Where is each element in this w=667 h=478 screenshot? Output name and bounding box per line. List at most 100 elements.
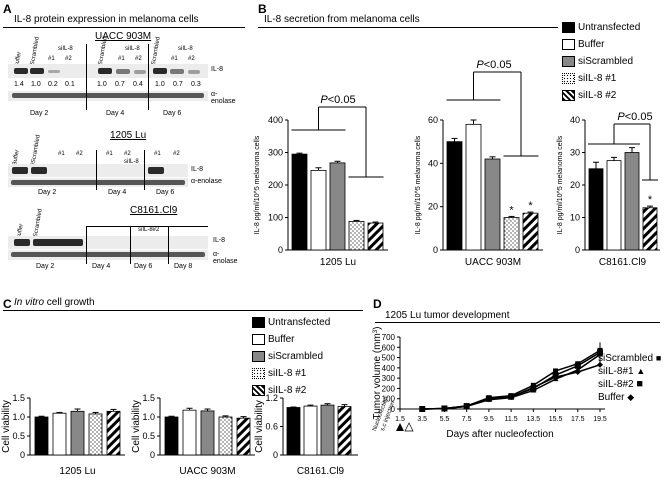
blot1-group-label-d4: siIL-8 <box>125 46 140 52</box>
significance-star: * <box>509 204 514 216</box>
y-tick-label: 100 <box>268 213 283 223</box>
panel-c-charts: 0 0.5 1.0 1.5 1205 Lu Cell viability 0 0.5 1.0 1.… <box>1 393 358 477</box>
blot1-n1-d6: #1 <box>171 56 178 62</box>
bar <box>164 416 179 456</box>
blot-c8161cl9: Buffer siScrambled siIL-8#2 IL-8 α-enola… <box>8 208 243 274</box>
blot1-n1-d4: #1 <box>118 56 125 62</box>
bar <box>329 162 346 251</box>
y-tick-label: 700 <box>382 333 396 342</box>
y-axis-label: IL-8 pg/ml/10^5 melanoma cells <box>415 135 422 234</box>
panel-label-a: A <box>3 2 12 16</box>
blot3-group-label: siIL-8#2 <box>138 227 160 233</box>
x-tick-label: 5.5 <box>440 416 450 423</box>
blot1-il8-label: IL-8 <box>211 66 224 73</box>
bar <box>337 406 352 456</box>
data-point <box>485 396 492 403</box>
diamond-marker-icon: ◆ <box>627 392 635 402</box>
square-marker-icon: ■ <box>655 353 662 363</box>
y-tick-label: 0.6 <box>265 422 278 432</box>
x-axis-label: UACC 903M <box>179 466 235 477</box>
bar <box>200 410 215 456</box>
y-tick-label: 40 <box>570 115 580 125</box>
injection-arrow-icon <box>404 422 414 432</box>
panel-d-rule <box>375 322 660 323</box>
blot3-separator <box>86 226 87 264</box>
panel-d-legend: siScrambled ■ siIL-8#1 ▲ siIL-8#2 ■ Buff… <box>598 352 661 404</box>
blot3-band <box>14 239 30 246</box>
blot1-separator <box>148 44 149 110</box>
legend-label: Untransfected <box>578 22 641 33</box>
y-tick-label: 0 <box>575 245 580 255</box>
legend-d-label: siIL-8#1 <box>598 366 634 377</box>
bar <box>522 212 539 251</box>
blot1-n2-d4: #2 <box>135 56 142 62</box>
quant-value: 0.1 <box>65 81 75 88</box>
blot1-separator <box>86 44 87 110</box>
legend-item: siIL-8 #2 <box>252 385 306 396</box>
legend-label: siIL-8 #1 <box>578 73 617 84</box>
y-axis-label: Cell viability <box>254 400 265 453</box>
significance-star: * <box>528 200 533 212</box>
x-tick-label: 11.5 <box>505 416 518 423</box>
legend-d-item: siIL-8#1 ▲ <box>598 365 661 378</box>
y-tick-label: 0 <box>20 450 25 460</box>
bar <box>218 416 233 456</box>
blot-1205lu: Buffer siScrambled #1 #2 #1 #2 siIL-8 #1… <box>8 134 238 198</box>
y-axis-label: Tumor volume (mm3) <box>372 327 383 420</box>
legend-label: siIL-8 #1 <box>268 368 307 379</box>
quant-value: 0.7 <box>115 81 125 88</box>
quant-value: 1.0 <box>155 81 165 88</box>
panel-c-title-italic: In vitro <box>14 297 45 308</box>
blot1-enolase-label: α-enolase <box>211 91 236 105</box>
legend-swatch <box>252 351 265 362</box>
series-line <box>422 351 601 410</box>
blot1-day2: Day 2 <box>30 110 49 117</box>
legend-d-label: siIL-8#2 <box>598 379 634 390</box>
y-tick-label: 400 <box>382 364 396 373</box>
y-tick-label: 30 <box>570 148 580 158</box>
blot2-n1-d4: #1 <box>106 151 113 157</box>
y-tick-label: 0 <box>150 450 155 460</box>
bar <box>642 207 658 251</box>
y-tick-label: 400 <box>268 115 283 125</box>
legend-label: Untransfected <box>268 317 331 328</box>
x-axis-label: UACC 903M <box>465 257 521 268</box>
legend-swatch <box>252 334 265 345</box>
panel-label-c: C <box>3 297 12 311</box>
x-tick-label: 1.5 <box>395 416 405 423</box>
legend-item: siIL-8 #1 <box>252 368 306 379</box>
blot2-n1-d6: #1 <box>154 151 161 157</box>
bar <box>465 123 482 251</box>
p-value-label: P<0.05 <box>476 60 511 71</box>
y-tick-label: 0.5 <box>142 431 155 441</box>
data-point <box>530 384 537 391</box>
y-tick-label: 60 <box>428 115 438 125</box>
legend-label: siIL-8 #2 <box>578 90 617 101</box>
y-tick-label: 200 <box>268 180 283 190</box>
quant-value: 0.3 <box>191 81 201 88</box>
bar <box>52 412 67 456</box>
series-line <box>422 353 601 410</box>
significance-star: * <box>648 194 653 206</box>
x-tick-label: 17.5 <box>571 416 585 423</box>
y-tick-label: 0 <box>278 245 283 255</box>
bar <box>320 404 335 456</box>
legend-label: siIL-8 #2 <box>268 385 307 396</box>
y-axis-label: IL-8 pg/ml/10^5 melanoma cells <box>254 135 261 234</box>
x-tick-label: 3.5 <box>417 416 427 423</box>
blot3-band <box>33 239 83 246</box>
bar <box>606 160 622 251</box>
blot3-enolase-label: α-enolase <box>213 251 238 265</box>
blot2-band <box>31 167 47 174</box>
legend-item: siIL-8 #2 <box>562 90 616 101</box>
blot3-cell-line: C8161.Cl9 <box>130 205 178 216</box>
legend-d-item: siIL-8#2 ■ <box>598 378 661 391</box>
bar <box>367 222 384 251</box>
bar <box>310 169 327 251</box>
legend-swatch <box>562 22 575 33</box>
y-tick-label: 20 <box>428 202 438 212</box>
x-tick-label: 13.5 <box>527 416 541 423</box>
legend-swatch <box>562 39 575 50</box>
panel-a-title: IL-8 protein expression in melanoma cell… <box>14 14 199 25</box>
